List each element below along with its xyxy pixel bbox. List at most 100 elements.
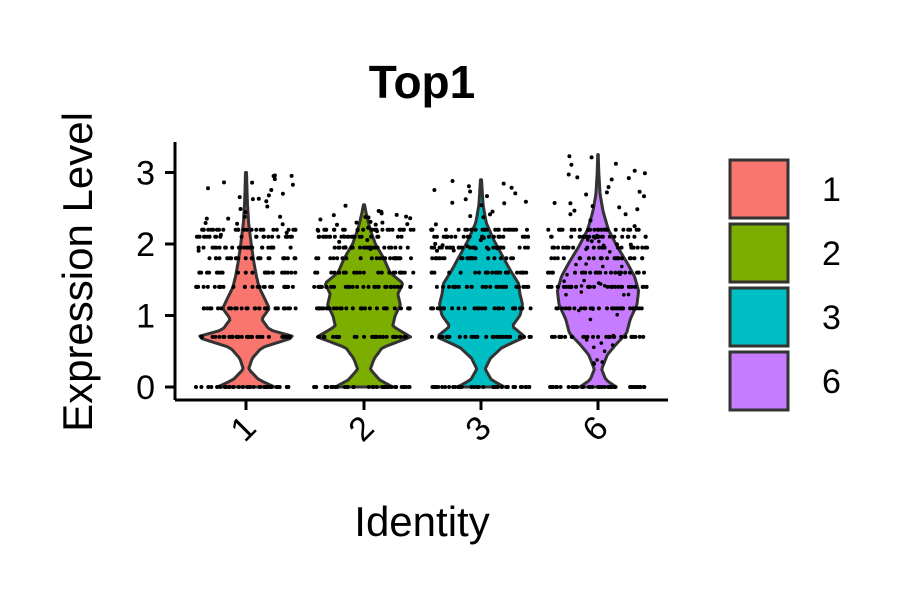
data-point [239,234,244,239]
data-point [358,245,362,250]
data-point [317,334,322,339]
data-point [265,204,270,209]
data-point [552,256,557,261]
data-point [270,234,275,239]
data-point [595,358,599,362]
data-point [344,306,349,311]
data-point [293,306,298,311]
data-point [514,284,519,289]
data-point [551,385,556,389]
data-point [626,284,631,289]
data-point [596,385,601,389]
data-point [266,256,271,261]
data-point [215,385,220,389]
data-point [248,385,253,389]
data-point [568,212,573,217]
data-point [556,245,560,250]
y-tick-label: 2 [136,226,155,264]
data-point [481,235,486,240]
data-point [366,284,371,289]
data-point [331,306,336,311]
data-point [469,284,474,289]
data-point [337,270,342,275]
data-point [375,245,380,250]
data-point [461,234,466,239]
data-point [218,270,223,275]
data-point [498,234,503,239]
data-point [632,224,637,229]
legend-swatch-6 [728,350,790,412]
data-point [332,245,337,250]
data-point [223,245,228,250]
data-point [251,385,256,389]
data-point [609,177,614,182]
data-point [331,213,336,218]
data-point [608,250,612,254]
data-point [365,238,370,242]
data-point [486,234,491,239]
data-point [456,306,461,311]
data-point [642,270,646,275]
data-point [243,256,248,261]
data-point [475,306,480,311]
data-point [584,234,589,239]
data-point [339,306,344,311]
data-point [286,306,291,311]
data-point [199,334,204,339]
data-point [343,284,348,289]
data-point [384,284,389,289]
data-point [630,334,635,339]
data-point [620,264,624,269]
data-point [554,385,559,389]
data-point [525,227,529,232]
data-point [620,234,625,239]
data-point [375,229,379,234]
data-point [377,256,382,261]
data-point [355,284,360,289]
data-point [447,270,452,275]
data-point [253,306,258,311]
data-point [635,207,640,212]
data-point [581,385,585,389]
data-point [606,185,611,190]
data-point [430,256,435,261]
data-point [582,334,587,339]
data-point [555,256,560,261]
data-point [572,306,577,311]
data-point [645,245,650,250]
data-point [261,234,266,239]
data-point [635,245,640,250]
data-point [206,186,210,191]
data-point [607,234,612,239]
data-point [387,270,392,275]
data-point [561,284,566,289]
data-point [566,385,571,389]
data-point [290,284,295,289]
data-point [257,306,262,311]
data-point [549,334,554,339]
data-point [384,306,389,311]
data-point [380,227,385,232]
data-point [505,227,510,232]
data-point [501,306,505,311]
data-point [433,256,438,261]
points-2 [312,203,416,389]
data-point [479,203,484,208]
data-point [592,345,596,350]
data-point [322,334,327,339]
data-point [450,306,455,311]
data-point [331,334,335,339]
data-point [453,234,458,239]
data-point [399,306,403,311]
data-point [612,234,617,239]
legend-label-1: 1 [822,171,841,209]
data-point [581,234,586,239]
data-point [245,385,250,389]
data-point [430,270,435,275]
data-point [381,334,386,339]
data-point [244,306,249,311]
data-point [483,306,488,311]
data-point [509,185,514,190]
data-point [390,227,395,232]
data-point [210,334,215,339]
